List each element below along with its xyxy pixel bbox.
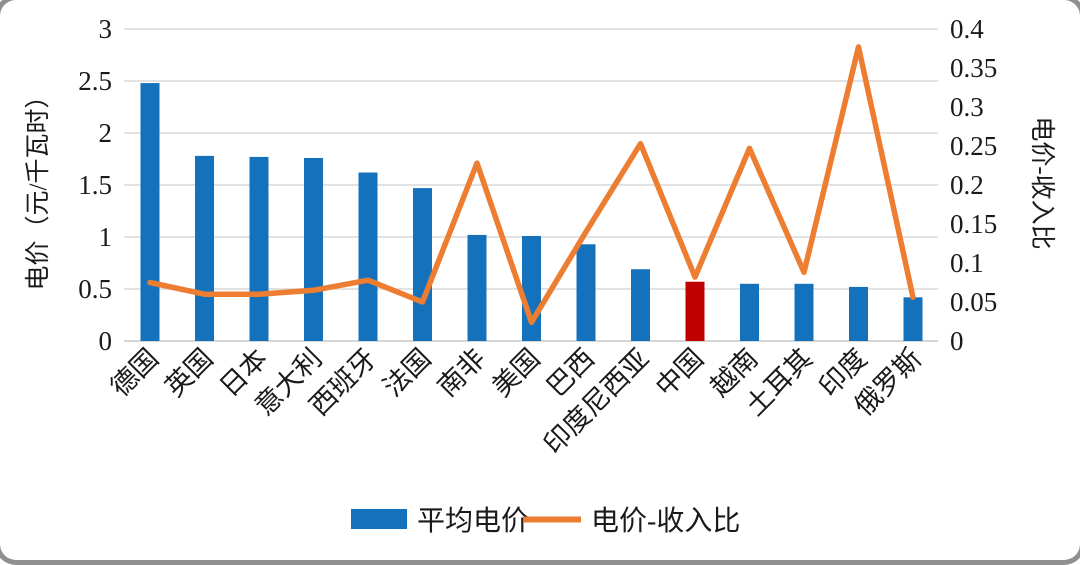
- bar-法国: [413, 188, 432, 341]
- category-label-中国: 中国: [650, 343, 709, 402]
- bar-土耳其: [794, 283, 814, 341]
- left-axis-tick-label: 2: [99, 118, 113, 148]
- bar-中国: [685, 281, 705, 341]
- legend-bar-swatch: [351, 509, 407, 529]
- category-label-法国: 法国: [377, 343, 436, 402]
- bar-俄罗斯: [903, 297, 923, 341]
- right-axis-tick-label: 0.1: [950, 248, 984, 278]
- category-label-美国: 美国: [486, 343, 545, 402]
- bar-英国: [195, 155, 214, 341]
- right-axis-tick-label: 0.35: [950, 53, 997, 83]
- right-axis-tick-label: 0.2: [950, 170, 984, 200]
- legend-line-label: 电价-收入比: [591, 505, 740, 537]
- bar-意大利: [304, 157, 323, 341]
- left-axis-tick-label: 2.5: [78, 66, 112, 96]
- left-axis-tick-label: 1.5: [78, 170, 112, 200]
- bar-南非: [467, 234, 487, 341]
- bar-日本: [249, 156, 269, 341]
- right-axis-tick-label: 0.15: [950, 209, 997, 239]
- right-axis-tick-label: 0: [950, 326, 964, 356]
- right-axis-tick-label: 0.05: [950, 287, 997, 317]
- bar-印度: [849, 286, 868, 341]
- legend-bar-label: 平均电价: [417, 505, 529, 537]
- bar-越南: [740, 283, 759, 341]
- bar-巴西: [576, 244, 596, 341]
- bar-印度尼西亚: [631, 269, 650, 341]
- price-income-ratio-line: [147, 44, 916, 326]
- bar-德国: [140, 83, 160, 341]
- bar-美国: [522, 235, 541, 341]
- right-axis-tick-label: 0.25: [950, 131, 997, 161]
- bar-西班牙: [358, 172, 378, 341]
- left-axis-tick-label: 1: [99, 222, 113, 252]
- left-axis-title: 电价（元/千瓦时）: [24, 84, 52, 291]
- right-axis-tick-label: 0.4: [950, 14, 984, 44]
- category-label-德国: 德国: [105, 343, 164, 402]
- category-label-南非: 南非: [432, 343, 491, 402]
- left-axis-tick-label: 0: [99, 326, 113, 356]
- right-axis-tick-label: 0.3: [950, 92, 984, 122]
- category-label-英国: 英国: [159, 343, 218, 402]
- right-axis-title: 电价-收入比: [1028, 116, 1056, 249]
- left-axis-tick-label: 3: [99, 14, 113, 44]
- left-axis-tick-label: 0.5: [78, 274, 112, 304]
